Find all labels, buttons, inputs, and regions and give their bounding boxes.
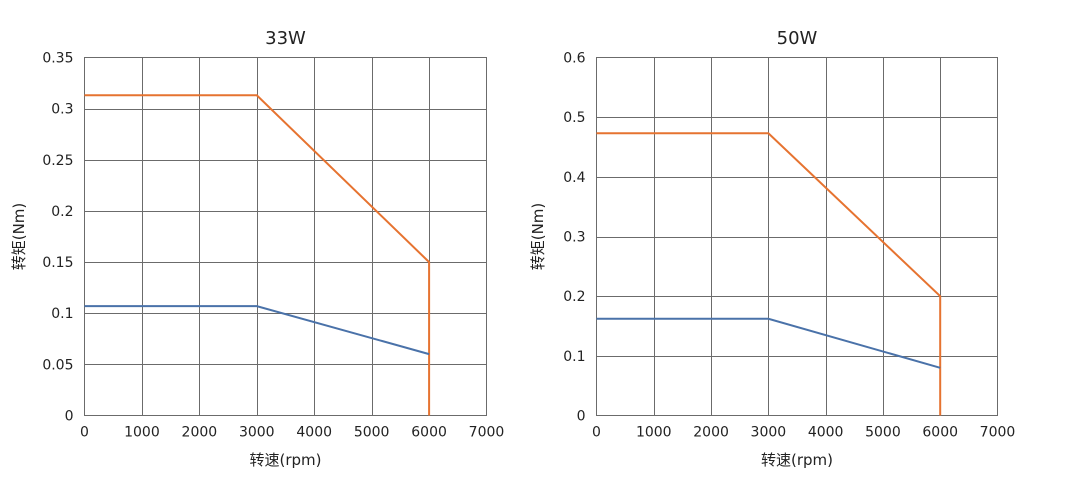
x-tick-label: 4000 <box>296 425 332 441</box>
x-tick-label: 6000 <box>411 425 447 441</box>
y-tick-label: 0.4 <box>563 170 585 186</box>
chart-33w: 0 1000 2000 3000 4000 5000 6000 7000 0 0.05 0.1 0.1… <box>10 28 504 469</box>
x-axis-label: 转速(rpm) <box>761 451 833 469</box>
y-tick-label: 0 <box>65 409 74 425</box>
x-tick-label: 6000 <box>922 425 958 441</box>
x-tick-label: 1000 <box>124 425 160 441</box>
chart-50w: 0 1000 2000 3000 4000 5000 6000 7000 0 0.1 0.2 0.3 0… <box>529 28 1015 469</box>
orange-curve <box>84 94 431 416</box>
y-tick-label: 0.2 <box>563 289 585 305</box>
x-tick-label: 3000 <box>239 425 275 441</box>
y-tick-label: 0.1 <box>563 349 585 365</box>
x-tick-label: 0 <box>80 425 89 441</box>
y-tick-label: 0.6 <box>563 51 585 67</box>
x-tick-label: 4000 <box>808 425 844 441</box>
x-tick-label: 2000 <box>182 425 218 441</box>
x-axis-label: 转速(rpm) <box>249 451 321 469</box>
y-tick-label: 0.25 <box>42 153 73 169</box>
blue-curve <box>596 317 941 369</box>
y-tick-label: 0 <box>577 409 586 425</box>
plot-frame <box>84 57 487 416</box>
y-tick-label: 0.35 <box>42 51 73 67</box>
x-tick-label: 5000 <box>865 425 901 441</box>
y-tick-label: 0.05 <box>42 357 73 373</box>
x-tick-label: 0 <box>592 425 601 441</box>
y-tick-label: 0.3 <box>51 102 73 118</box>
chart-title: 50W <box>777 28 818 49</box>
plot-frame <box>596 57 998 416</box>
chart-title: 33W <box>265 28 306 49</box>
y-tick-label: 0.15 <box>42 255 73 271</box>
y-axis-label: 转矩(Nm) <box>10 203 28 271</box>
y-axis-label: 转矩(Nm) <box>529 203 547 271</box>
x-tick-label: 7000 <box>980 425 1016 441</box>
x-tick-label: 1000 <box>636 425 672 441</box>
x-tick-label: 7000 <box>469 425 505 441</box>
x-tick-label: 3000 <box>751 425 787 441</box>
blue-curve <box>84 305 430 356</box>
y-tick-label: 0.1 <box>51 306 73 322</box>
y-tick-label: 0.5 <box>563 110 585 126</box>
orange-curve <box>596 132 942 416</box>
y-tick-label: 0.3 <box>563 230 585 246</box>
x-tick-label: 2000 <box>693 425 729 441</box>
y-tick-label: 0.2 <box>51 204 73 220</box>
x-tick-label: 5000 <box>354 425 390 441</box>
